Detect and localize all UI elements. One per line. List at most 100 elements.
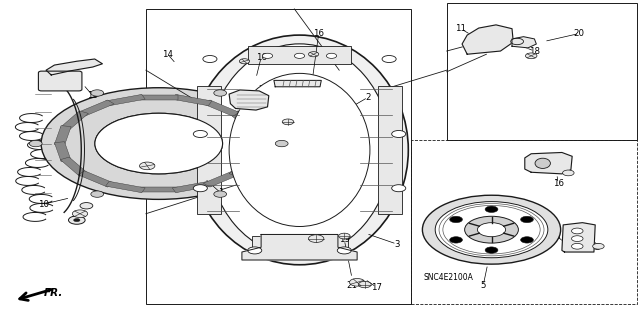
Polygon shape <box>242 234 357 260</box>
FancyBboxPatch shape <box>204 171 239 187</box>
FancyBboxPatch shape <box>78 171 114 187</box>
Ellipse shape <box>95 113 223 174</box>
Text: 19: 19 <box>283 115 293 124</box>
Circle shape <box>392 185 406 192</box>
Circle shape <box>435 202 548 258</box>
Circle shape <box>563 170 574 176</box>
Text: 3: 3 <box>394 240 399 249</box>
FancyBboxPatch shape <box>106 181 145 193</box>
FancyBboxPatch shape <box>246 142 263 161</box>
Circle shape <box>91 90 104 96</box>
Circle shape <box>29 140 42 147</box>
Ellipse shape <box>95 113 223 174</box>
Text: 21: 21 <box>346 281 358 290</box>
FancyBboxPatch shape <box>106 94 145 106</box>
FancyBboxPatch shape <box>38 71 82 91</box>
Circle shape <box>193 130 207 137</box>
Circle shape <box>91 191 104 197</box>
FancyBboxPatch shape <box>60 111 88 130</box>
Circle shape <box>485 206 498 212</box>
Polygon shape <box>562 223 595 252</box>
Circle shape <box>465 216 518 243</box>
Circle shape <box>248 247 262 254</box>
Circle shape <box>450 216 463 223</box>
Circle shape <box>450 237 463 243</box>
Text: 15: 15 <box>589 243 601 252</box>
Circle shape <box>392 130 406 137</box>
Circle shape <box>203 56 217 63</box>
Text: 20: 20 <box>573 29 585 38</box>
Circle shape <box>308 52 319 57</box>
Bar <box>447 3 637 140</box>
Bar <box>248 46 351 64</box>
FancyBboxPatch shape <box>172 94 212 106</box>
Circle shape <box>349 278 365 286</box>
FancyBboxPatch shape <box>54 126 71 145</box>
FancyBboxPatch shape <box>60 157 88 176</box>
Text: 8: 8 <box>535 165 540 174</box>
Text: 16: 16 <box>255 53 267 62</box>
FancyBboxPatch shape <box>229 157 257 176</box>
Bar <box>197 86 221 214</box>
Circle shape <box>74 219 80 222</box>
Circle shape <box>72 210 88 218</box>
Polygon shape <box>274 80 321 87</box>
Text: 16: 16 <box>313 29 324 38</box>
Ellipse shape <box>229 73 370 226</box>
Circle shape <box>520 216 533 223</box>
Ellipse shape <box>191 35 408 265</box>
Circle shape <box>326 53 337 58</box>
Text: 12: 12 <box>70 216 81 225</box>
Circle shape <box>477 223 506 237</box>
Text: 14: 14 <box>162 50 173 59</box>
Bar <box>146 9 411 304</box>
Ellipse shape <box>41 88 276 199</box>
Circle shape <box>282 119 294 125</box>
FancyBboxPatch shape <box>172 181 212 193</box>
Circle shape <box>572 228 583 234</box>
Circle shape <box>262 53 273 58</box>
FancyBboxPatch shape <box>246 126 263 145</box>
FancyBboxPatch shape <box>54 142 71 161</box>
Circle shape <box>593 243 604 249</box>
Text: 7: 7 <box>259 85 264 94</box>
Circle shape <box>358 281 371 288</box>
Text: 2: 2 <box>365 93 371 102</box>
FancyBboxPatch shape <box>229 111 257 130</box>
Circle shape <box>214 191 227 197</box>
Text: 13: 13 <box>87 91 99 100</box>
Circle shape <box>520 237 533 243</box>
Text: 6: 6 <box>554 232 559 241</box>
Circle shape <box>525 53 537 59</box>
Circle shape <box>140 162 155 170</box>
Circle shape <box>337 247 351 254</box>
Text: 18: 18 <box>529 47 540 56</box>
Text: 17: 17 <box>371 283 382 292</box>
Circle shape <box>80 203 93 209</box>
Text: 4: 4 <box>196 126 201 135</box>
Text: 16: 16 <box>552 179 564 188</box>
FancyBboxPatch shape <box>140 95 178 100</box>
Circle shape <box>68 216 85 224</box>
Ellipse shape <box>209 44 390 256</box>
Text: 1: 1 <box>218 189 223 197</box>
Circle shape <box>294 53 305 58</box>
Circle shape <box>511 38 524 45</box>
Text: 18: 18 <box>310 243 322 252</box>
FancyBboxPatch shape <box>204 100 239 116</box>
Text: SNC4E2100A: SNC4E2100A <box>423 273 473 282</box>
Text: 22: 22 <box>134 145 145 154</box>
Text: 10: 10 <box>38 200 49 209</box>
FancyBboxPatch shape <box>140 187 178 192</box>
Text: FR.: FR. <box>44 288 63 298</box>
Circle shape <box>275 140 288 147</box>
Bar <box>252 236 348 255</box>
Polygon shape <box>525 152 572 174</box>
Polygon shape <box>46 59 102 75</box>
Ellipse shape <box>535 158 550 168</box>
Circle shape <box>572 236 583 241</box>
Text: 11: 11 <box>455 24 467 33</box>
Polygon shape <box>512 37 536 48</box>
Circle shape <box>572 243 583 249</box>
Text: 19: 19 <box>339 235 349 244</box>
